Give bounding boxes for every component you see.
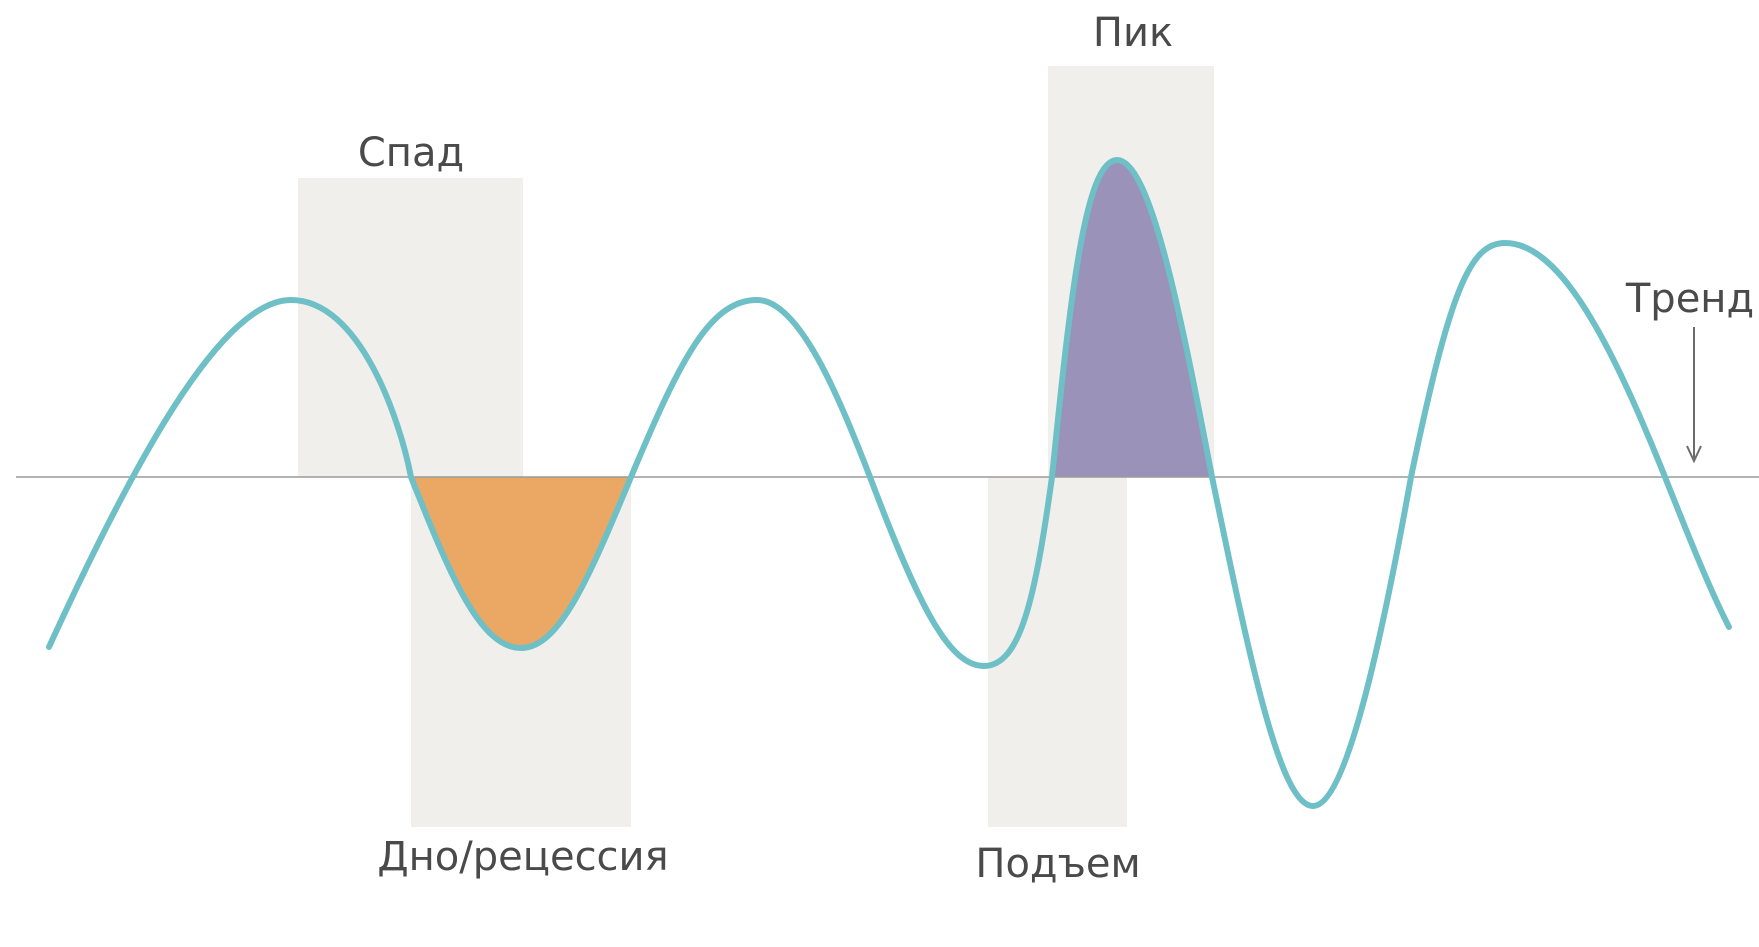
cycle-curve bbox=[46, 157, 1732, 809]
label-pik: Пик bbox=[1093, 10, 1173, 56]
label-dno: Дно/рецессия bbox=[377, 834, 668, 880]
trend-arrow-head bbox=[1686, 445, 1702, 464]
label-podem: Подъем bbox=[975, 841, 1140, 887]
label-spad: Спад bbox=[358, 130, 464, 176]
spad-band bbox=[298, 178, 523, 477]
peak-fill bbox=[1052, 160, 1212, 477]
trough-fill bbox=[411, 477, 631, 648]
label-trend: Тренд bbox=[1625, 276, 1754, 322]
